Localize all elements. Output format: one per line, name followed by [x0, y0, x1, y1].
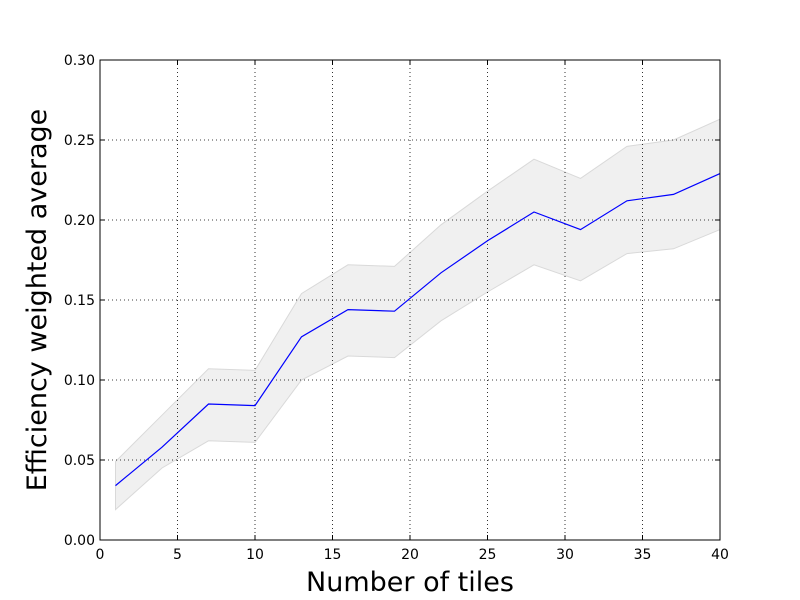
x-tick-label: 5	[173, 547, 182, 563]
y-tick-label: 0.00	[64, 533, 95, 549]
series-line-layer	[115, 173, 721, 487]
y-axis-title: Efficiency weighted average	[22, 109, 53, 492]
confidence-band-layer	[115, 118, 721, 511]
y-tick-label: 0.10	[64, 373, 95, 389]
x-tick-label: 30	[556, 547, 574, 563]
x-tick-label: 15	[324, 547, 342, 563]
x-tick-label: 20	[401, 547, 419, 563]
x-tick-label: 40	[711, 547, 729, 563]
x-tick-label: 0	[96, 547, 105, 563]
y-tick-label: 0.15	[64, 293, 95, 309]
y-tick-label: 0.30	[64, 53, 95, 69]
y-tick-label: 0.20	[64, 213, 95, 229]
grid-layer	[100, 60, 720, 540]
y-tick-label: 0.05	[64, 453, 95, 469]
x-tick-label: 25	[479, 547, 497, 563]
confidence-band	[115, 118, 721, 511]
x-tick-label: 35	[634, 547, 652, 563]
x-tick-label: 10	[246, 547, 264, 563]
y-tick-label: 0.25	[64, 133, 95, 149]
tick-layer: 0 5 10 15 20 25 30 35 40 0.00 0.05 0.10 0.15 0.20 0.25…	[64, 53, 729, 563]
x-axis-title: Number of tiles	[306, 567, 514, 598]
series-line-mean	[115, 173, 721, 487]
